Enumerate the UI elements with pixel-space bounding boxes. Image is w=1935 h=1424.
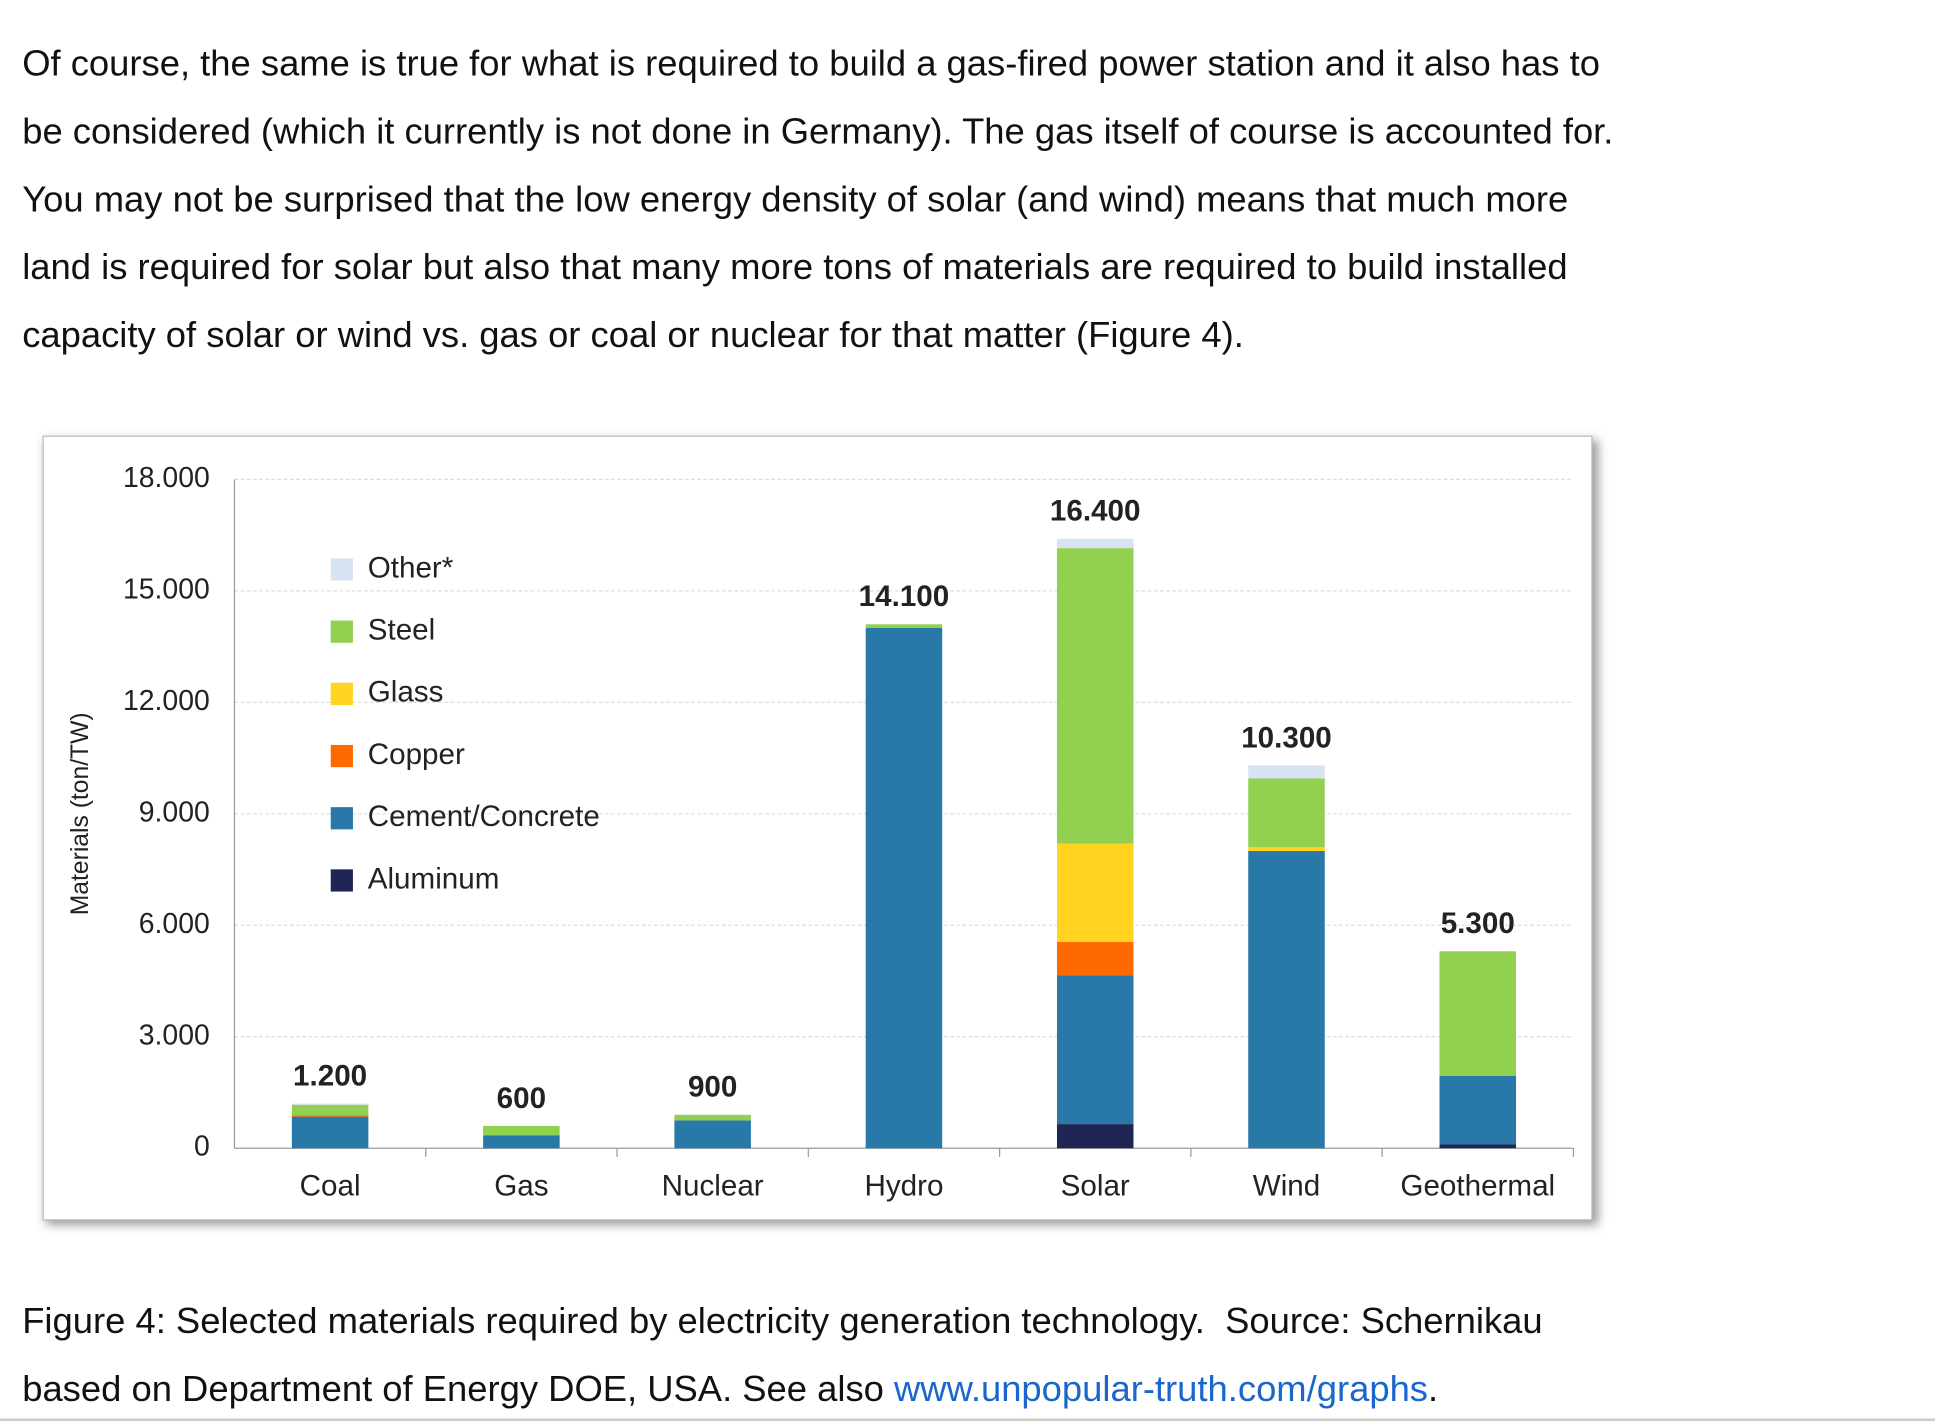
caption-line: Figure 4: Selected materials required by… [22, 1300, 1542, 1341]
bar-segment [1439, 951, 1517, 1076]
bar-segment [1056, 1124, 1134, 1149]
bar-segment [1056, 538, 1134, 549]
legend-label: Copper [368, 738, 465, 771]
paragraph-line: capacity of solar or wind vs. gas or coa… [22, 314, 1244, 355]
legend-swatch [330, 869, 353, 892]
total-label: 5.300 [1441, 907, 1515, 940]
y-axis-label: Materials (ton/TW) [67, 712, 94, 915]
bar-segment [1439, 1144, 1517, 1149]
y-tick-label: 18.000 [123, 462, 210, 494]
total-label: 1.200 [293, 1060, 367, 1093]
x-tick-label: Geothermal [1400, 1170, 1555, 1203]
y-tick-label: 15.000 [123, 573, 210, 605]
x-tick-label: Wind [1253, 1170, 1320, 1203]
chart-frame [42, 435, 1593, 1221]
bar-segment [1056, 942, 1134, 976]
paragraph-line: be considered (which it currently is not… [22, 110, 1613, 151]
y-tick-label: 12.000 [123, 685, 210, 717]
paragraph-line: You may not be surprised that the low en… [22, 178, 1568, 219]
bar-segment [291, 1103, 369, 1105]
caption-end: . [1428, 1368, 1438, 1409]
bar-segment [1248, 765, 1325, 779]
total-label: 16.400 [1050, 495, 1141, 528]
legend-swatch [330, 558, 353, 581]
x-tick-label: Solar [1061, 1170, 1130, 1203]
legend-swatch [330, 682, 353, 705]
bar-segment [483, 1125, 560, 1136]
legend-label: Steel [368, 613, 436, 646]
bar-segment [291, 1104, 369, 1116]
caption-line: based on Department of Energy DOE, USA. … [22, 1368, 894, 1409]
caption-link: www.unpopular-truth.com/graphs [893, 1368, 1428, 1409]
x-tick-label: Coal [300, 1170, 361, 1203]
x-tick-label: Nuclear [662, 1170, 764, 1203]
total-label: 900 [688, 1071, 737, 1104]
legend-label: Glass [368, 676, 444, 709]
bar-segment [1248, 847, 1325, 851]
bar-segment [1439, 1075, 1517, 1145]
paragraph-line: Of course, the same is true for what is … [22, 43, 1600, 84]
bar-segment [1056, 975, 1134, 1125]
paragraph-line: land is required for solar but also that… [22, 246, 1567, 287]
legend-swatch [330, 744, 353, 768]
bar-segment [291, 1115, 369, 1117]
x-tick-label: Gas [494, 1170, 548, 1203]
total-label: 600 [497, 1082, 546, 1115]
x-tick-label: Hydro [864, 1170, 943, 1203]
total-label: 10.300 [1241, 721, 1332, 754]
y-tick-label: 9.000 [139, 796, 210, 828]
legend-label: Aluminum [368, 862, 500, 895]
bar-segment [674, 1114, 751, 1121]
y-tick-label: 3.000 [139, 1019, 210, 1051]
bar-segment [865, 624, 943, 629]
bar-segment [1248, 850, 1325, 1149]
bar-segment [1248, 778, 1325, 848]
y-tick-label: 6.000 [139, 908, 210, 940]
bar-segment [291, 1116, 369, 1149]
bar-segment [865, 628, 943, 1149]
bar-segment [1056, 548, 1134, 844]
legend-swatch [330, 620, 353, 643]
bar-segment [483, 1135, 560, 1149]
legend-label: Cement/Concrete [368, 800, 600, 833]
legend-swatch [330, 807, 353, 830]
legend-label: Other* [368, 551, 454, 584]
total-label: 14.100 [859, 580, 950, 613]
bar-segment [1056, 843, 1134, 943]
y-tick-label: 0 [194, 1131, 210, 1163]
bar-segment [674, 1120, 751, 1149]
